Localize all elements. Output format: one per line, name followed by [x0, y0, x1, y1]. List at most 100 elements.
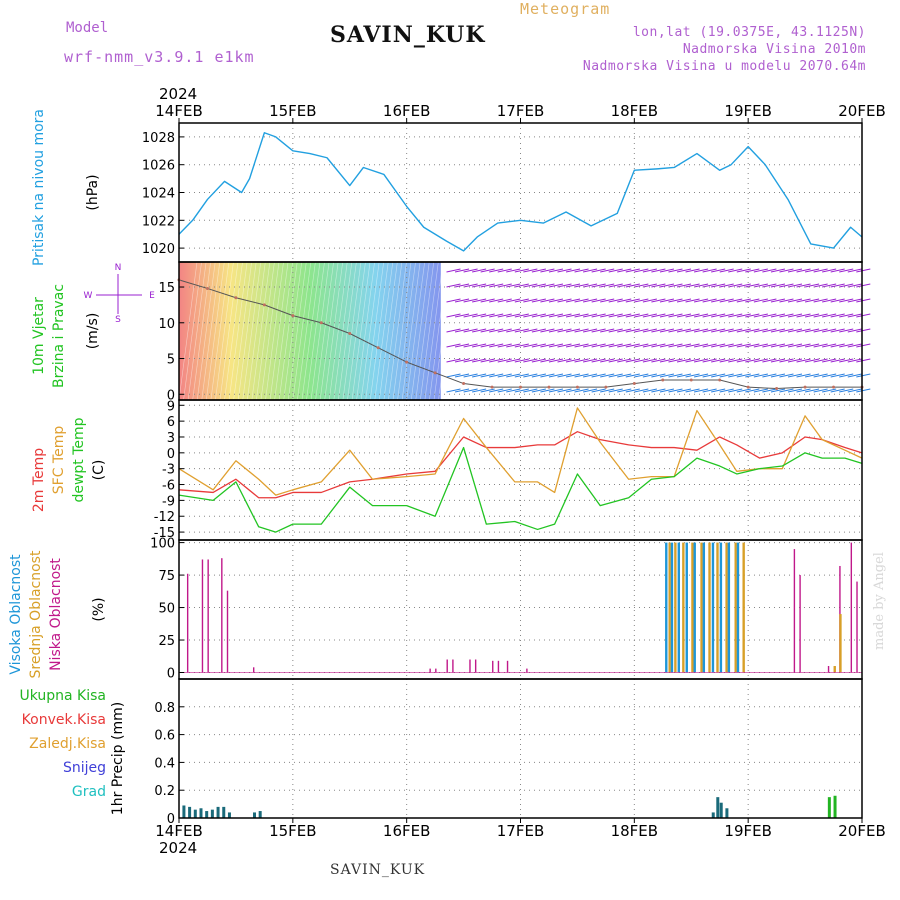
wind-barb	[548, 328, 564, 333]
wind-barb	[625, 328, 640, 333]
wind-barb	[779, 358, 794, 363]
wind-barb	[472, 343, 487, 348]
wind-barb	[745, 298, 760, 303]
wind-barb	[438, 261, 457, 401]
footer-station: SAVIN_KUK	[330, 862, 426, 878]
wind-speed-point	[775, 387, 779, 391]
wind-barb	[719, 358, 734, 363]
wind-barb	[342, 261, 362, 401]
wind-barb	[736, 283, 751, 288]
y-tick-label: 1022	[142, 214, 175, 229]
wind-barb	[736, 313, 751, 318]
wind-barb	[736, 358, 751, 363]
wind-barb	[822, 328, 837, 333]
precip-bar	[222, 806, 226, 818]
precip-legend-item: Snijeg	[63, 760, 106, 776]
wind-barb	[540, 328, 555, 333]
wind-barb	[591, 373, 606, 378]
wind-barb	[446, 313, 461, 318]
wind-barb	[651, 283, 666, 288]
wind-barb	[319, 261, 339, 401]
wind-barb	[497, 283, 512, 288]
wind-barb	[540, 268, 555, 273]
cloud-bar	[691, 542, 694, 673]
wind-barb	[651, 373, 666, 378]
wind-barb	[839, 343, 854, 348]
wind-barb	[278, 261, 298, 401]
wind-barb	[565, 343, 581, 348]
wind-barb	[591, 328, 606, 333]
wind-barb	[796, 373, 811, 378]
precip-bar	[833, 795, 837, 818]
wind-barb	[693, 373, 709, 378]
wind-barb	[506, 298, 521, 303]
wind-barb	[283, 261, 303, 401]
precip-legend-item: Ukupna Kisa	[19, 688, 106, 704]
wind-barb	[557, 268, 572, 273]
wind-barb	[676, 388, 692, 393]
wind-barb	[446, 283, 461, 288]
wind-barb	[685, 373, 700, 378]
wind-barb	[642, 268, 657, 273]
y-tick-label: 100	[150, 537, 175, 552]
wind-barb	[617, 268, 632, 273]
wind-barb	[856, 388, 871, 393]
wind-barb	[463, 343, 478, 348]
cloud-bar	[201, 559, 204, 673]
wind-barb	[804, 283, 820, 288]
wind-barb	[548, 358, 564, 363]
x-tick-label-top: 20FEB	[838, 102, 885, 120]
y-tick-label: 3	[167, 431, 175, 446]
wind-barb	[787, 283, 803, 288]
wind-barb	[574, 388, 589, 393]
y-tick-label: 0.6	[154, 729, 175, 744]
wind-barb	[719, 268, 734, 273]
wind-barb	[711, 373, 726, 378]
wind-barb	[676, 328, 692, 333]
y-tick-label: -3	[162, 463, 175, 478]
wind-barb	[702, 328, 717, 333]
wind-barb	[523, 328, 538, 333]
precip-bar	[719, 802, 723, 818]
cloud-bar	[506, 660, 509, 673]
wind-barb	[514, 298, 529, 303]
wind-barb	[489, 388, 504, 393]
wind-barb	[770, 283, 786, 288]
wind-barb	[565, 268, 581, 273]
wind-barb	[625, 343, 640, 348]
wind-barb	[472, 328, 487, 333]
wind-barb	[287, 261, 307, 401]
wind-barb	[506, 328, 521, 333]
y-tick-label: 75	[158, 569, 175, 584]
wind-barb	[557, 313, 572, 318]
wind-barb	[557, 358, 572, 363]
wind-barb	[514, 328, 529, 333]
wind-barb	[839, 328, 854, 333]
wind-barb	[617, 388, 632, 393]
wind-barb	[856, 268, 871, 273]
cloud-axis-label-mid: Srednja Oblacnost	[28, 550, 44, 678]
wind-barb	[762, 313, 777, 318]
wind-barb	[206, 261, 225, 401]
wind-speed-point	[604, 385, 608, 389]
wind-barb	[415, 261, 435, 401]
wind-barb	[489, 358, 504, 363]
wind-barb	[676, 373, 692, 378]
wind-barb	[608, 313, 623, 318]
y-tick-label: 50	[158, 602, 175, 617]
precip-bar	[252, 812, 256, 818]
wind-barb	[392, 261, 412, 401]
wind-barb	[617, 343, 632, 348]
wind-barb	[574, 268, 589, 273]
wind-barb	[548, 268, 564, 273]
wind-barb	[847, 268, 862, 273]
wind-barb	[379, 261, 398, 401]
y-tick-label: 1026	[142, 159, 175, 174]
x-tick-label-top: 14FEB	[155, 102, 202, 120]
wind-barb	[251, 261, 271, 401]
wind-barb	[557, 298, 572, 303]
wind-barb	[685, 283, 700, 288]
wind-barb	[779, 298, 794, 303]
wind-barb	[830, 358, 845, 363]
wind-barb	[625, 388, 640, 393]
